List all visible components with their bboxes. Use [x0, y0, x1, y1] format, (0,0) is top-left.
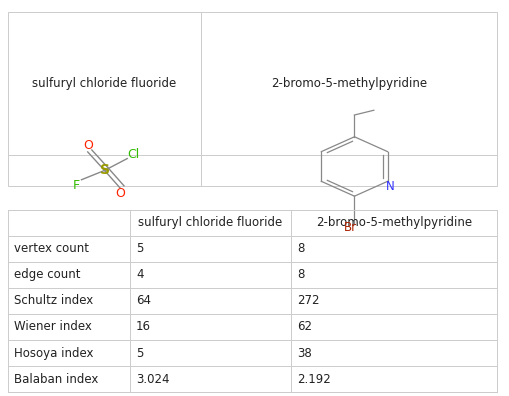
Text: Balaban index: Balaban index	[14, 373, 98, 386]
Text: N: N	[385, 179, 394, 192]
Text: sulfuryl chloride fluoride: sulfuryl chloride fluoride	[138, 216, 282, 229]
Text: 5: 5	[136, 242, 143, 255]
Text: S: S	[99, 164, 109, 177]
Text: 2-bromo-5-methylpyridine: 2-bromo-5-methylpyridine	[315, 216, 471, 229]
Text: sulfuryl chloride fluoride: sulfuryl chloride fluoride	[33, 77, 176, 90]
Text: Hosoya index: Hosoya index	[14, 346, 93, 360]
Text: O: O	[82, 139, 93, 152]
Text: 2-bromo-5-methylpyridine: 2-bromo-5-methylpyridine	[271, 77, 427, 90]
Text: O: O	[115, 187, 125, 200]
Text: 38: 38	[296, 346, 311, 360]
Text: 272: 272	[296, 295, 319, 307]
Text: edge count: edge count	[14, 268, 80, 282]
Text: 4: 4	[136, 268, 144, 282]
Bar	[8, 210, 496, 392]
Text: Schultz index: Schultz index	[14, 295, 93, 307]
Text: Br: Br	[343, 221, 356, 234]
Text: 8: 8	[296, 242, 303, 255]
Text: Wiener index: Wiener index	[14, 320, 92, 333]
Text: 5: 5	[136, 346, 143, 360]
Text: Cl: Cl	[127, 148, 140, 161]
Text: 62: 62	[296, 320, 311, 333]
Text: 8: 8	[296, 268, 303, 282]
Bar	[8, 12, 496, 186]
Text: F: F	[73, 179, 80, 192]
Text: 64: 64	[136, 295, 151, 307]
Text: vertex count: vertex count	[14, 242, 89, 255]
Text: 3.024: 3.024	[136, 373, 169, 386]
Text: 16: 16	[136, 320, 151, 333]
Text: 2.192: 2.192	[296, 373, 330, 386]
